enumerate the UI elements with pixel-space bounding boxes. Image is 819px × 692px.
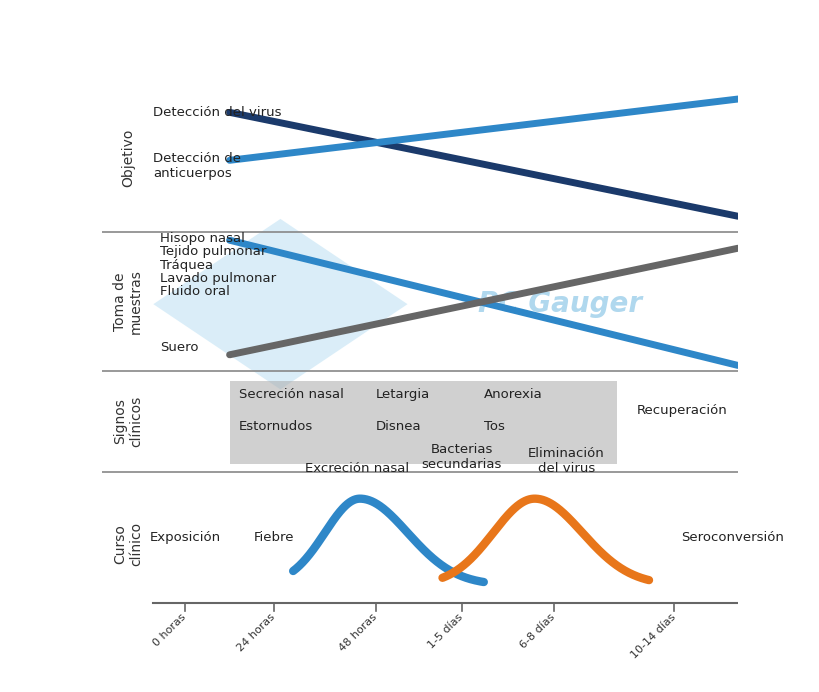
Text: Fiebre: Fiebre	[254, 531, 294, 544]
Text: Detección del virus: Detección del virus	[153, 106, 282, 119]
Text: Excreción nasal: Excreción nasal	[305, 462, 408, 475]
Text: Curso
clínico: Curso clínico	[113, 522, 143, 566]
Text: Bacterias
secundarias: Bacterias secundarias	[421, 443, 501, 471]
Text: Lavado pulmonar: Lavado pulmonar	[160, 272, 275, 285]
Polygon shape	[153, 219, 407, 390]
Text: 24 horas: 24 horas	[235, 612, 277, 653]
Text: Tejido pulmonar: Tejido pulmonar	[160, 246, 265, 258]
Text: Tos: Tos	[483, 420, 504, 433]
Text: Suero: Suero	[160, 341, 198, 354]
Text: Eliminación
del virus: Eliminación del virus	[527, 446, 604, 475]
Text: 48 horas: 48 horas	[337, 612, 378, 653]
Text: Signos
clínicos: Signos clínicos	[113, 396, 143, 447]
Text: Anorexia: Anorexia	[483, 388, 542, 401]
Text: Fluido oral: Fluido oral	[160, 285, 229, 298]
Text: Exposición: Exposición	[149, 531, 220, 544]
Text: Detección de
anticuerpos: Detección de anticuerpos	[153, 152, 241, 180]
Text: 6-8 días: 6-8 días	[518, 612, 556, 650]
Text: Toma de
muestras: Toma de muestras	[113, 269, 143, 334]
Text: 0 horas: 0 horas	[152, 612, 188, 648]
Text: Estornudos: Estornudos	[239, 420, 313, 433]
Text: Disnea: Disnea	[375, 420, 421, 433]
Text: Seroconversión: Seroconversión	[680, 531, 783, 544]
FancyBboxPatch shape	[229, 381, 617, 464]
Text: Objetivo: Objetivo	[120, 129, 135, 187]
Text: Tráquea: Tráquea	[160, 259, 213, 272]
Text: Recuperación: Recuperación	[636, 404, 726, 417]
Text: PC Gauger: PC Gauger	[477, 290, 641, 318]
Text: Hisopo nasal: Hisopo nasal	[160, 232, 244, 245]
Text: Secreción nasal: Secreción nasal	[239, 388, 344, 401]
Text: 10-14 días: 10-14 días	[628, 612, 676, 660]
Text: 1-5 días: 1-5 días	[426, 612, 464, 650]
Text: Letargia: Letargia	[375, 388, 429, 401]
